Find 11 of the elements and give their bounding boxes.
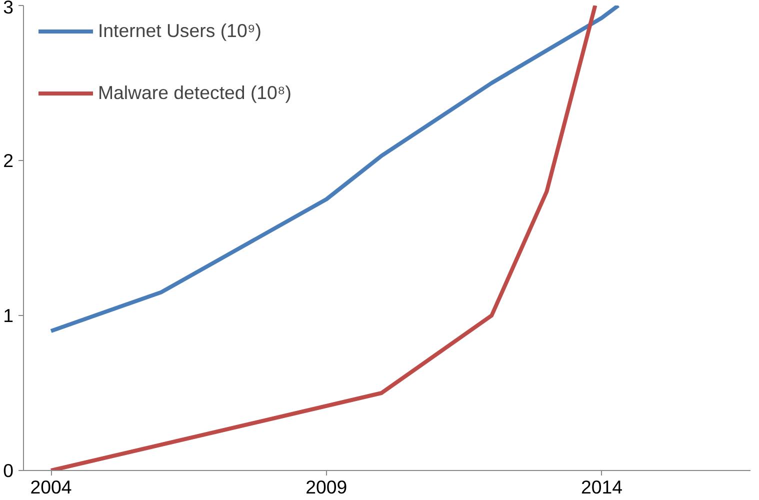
x-tick-label: 2014	[581, 476, 623, 498]
y-tick-label: 1	[3, 305, 14, 326]
legend-label: Malware detected (10⁸)	[98, 82, 292, 104]
x-tick-label: 2004	[30, 476, 72, 498]
y-tick-label: 0	[3, 460, 14, 481]
legend-label: Internet Users (10⁹)	[98, 20, 262, 42]
line-series	[49, 6, 598, 470]
y-tick-label: 2	[3, 150, 14, 171]
x-tick-label: 2009	[306, 476, 348, 498]
line-series	[49, 6, 620, 333]
y-tick-label: 3	[3, 0, 14, 18]
